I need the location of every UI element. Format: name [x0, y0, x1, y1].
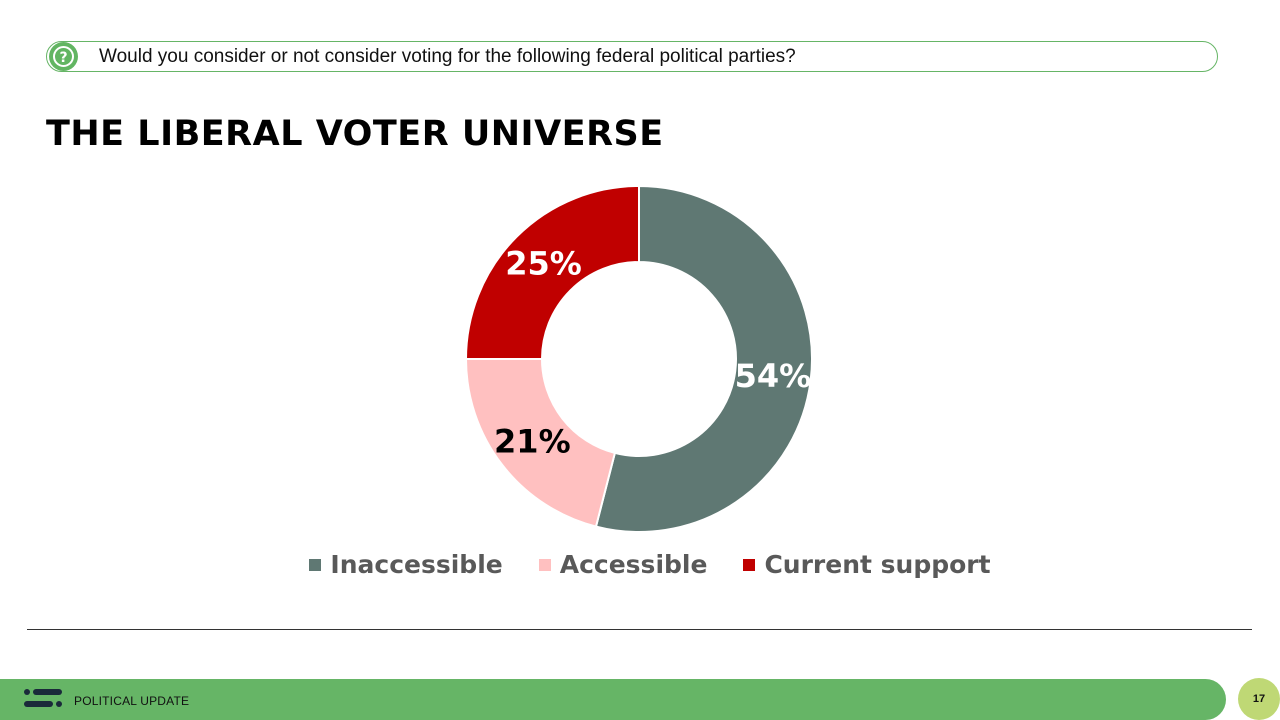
slice-label-accessible: 21% [494, 423, 571, 461]
legend-item-accessible: Accessible [538, 550, 708, 579]
slice-label-current-support: 25% [505, 245, 582, 283]
footer-label: POLITICAL UPDATE [74, 694, 190, 708]
slice-current-support [464, 184, 640, 360]
legend-swatch [538, 558, 551, 571]
slice-inaccessible [594, 184, 813, 533]
legend-swatch [743, 558, 756, 571]
footer-divider [27, 629, 1252, 630]
legend-label: Accessible [559, 550, 708, 579]
question-bar: ? Would you consider or not consider vot… [46, 41, 1218, 72]
legend-label: Current support [764, 550, 991, 579]
legend-item-inaccessible: Inaccessible [309, 550, 503, 579]
page-number: 17 [1252, 693, 1266, 705]
page-number-badge: 17 [1238, 678, 1280, 720]
footer-band [0, 679, 1226, 720]
slice-label-inaccessible: 54% [735, 357, 812, 395]
chart-legend: Inaccessible Accessible Current support [0, 550, 1280, 579]
question-icon: ? [49, 42, 78, 71]
svg-text:?: ? [59, 50, 67, 66]
legend-item-current-support: Current support [743, 550, 991, 579]
question-text: Would you consider or not consider votin… [99, 46, 796, 67]
legend-swatch [309, 558, 322, 571]
legend-label: Inaccessible [330, 550, 503, 579]
slide-title: THE LIBERAL VOTER UNIVERSE [46, 114, 664, 154]
slice-accessible [464, 358, 617, 528]
company-logo [24, 689, 62, 707]
